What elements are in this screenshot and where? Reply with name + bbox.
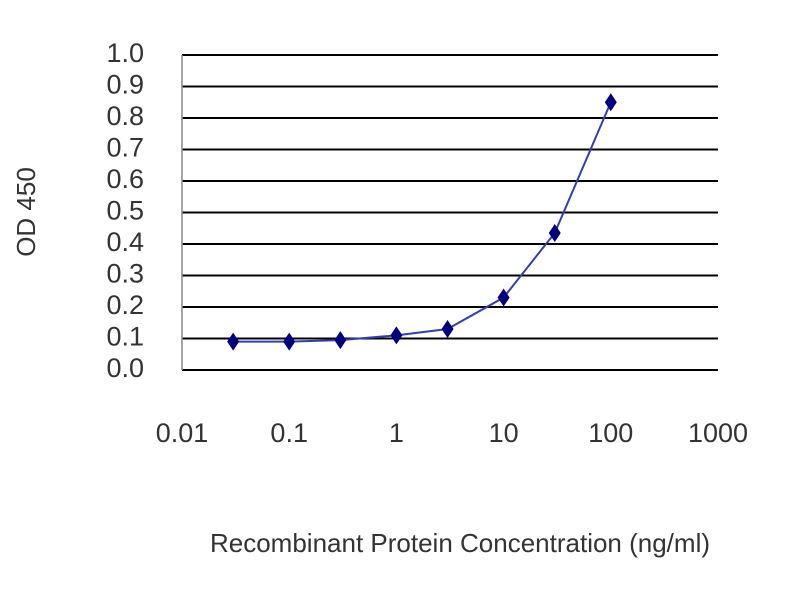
x-tick-label: 0.1 <box>270 418 308 448</box>
y-tick-label: 0.3 <box>106 259 144 289</box>
x-tick-label: 0.01 <box>156 418 209 448</box>
x-tick-label: 1000 <box>688 418 748 448</box>
y-tick-label: 0.7 <box>106 133 144 163</box>
x-tick-label: 10 <box>489 418 519 448</box>
y-tick-label: 0.4 <box>106 227 144 257</box>
y-tick-label: 0.6 <box>106 164 144 194</box>
data-point <box>548 223 561 242</box>
data-point <box>227 332 240 351</box>
y-tick-label: 0.1 <box>106 322 144 352</box>
data-point <box>441 320 454 339</box>
x-tick-label: 1 <box>389 418 404 448</box>
y-axis-label: OD 450 <box>11 167 41 257</box>
data-point <box>497 288 510 307</box>
y-tick-label: 1.0 <box>106 38 144 68</box>
y-tick-label: 0.5 <box>106 196 144 226</box>
data-point <box>334 331 347 350</box>
y-tick-label: 0.9 <box>106 70 144 100</box>
data-line <box>233 101 612 343</box>
y-tick-label: 0.2 <box>106 290 144 320</box>
data-point <box>283 332 296 351</box>
x-axis-label: Recombinant Protein Concentration (ng/ml… <box>210 528 710 558</box>
y-tick-label: 0.8 <box>106 101 144 131</box>
x-tick-label: 100 <box>588 418 633 448</box>
y-tick-label: 0.0 <box>106 353 144 383</box>
data-point <box>390 326 403 345</box>
data-point <box>604 93 617 112</box>
